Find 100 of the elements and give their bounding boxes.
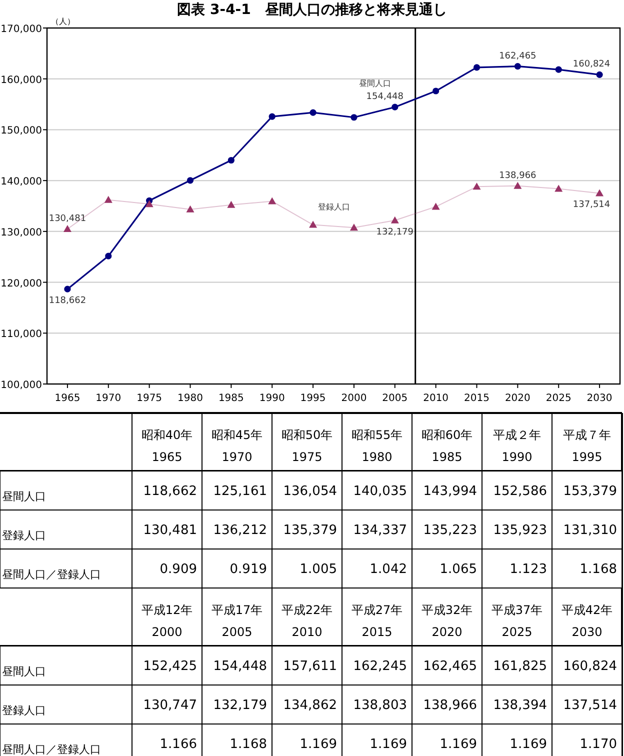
data-label: 140,035 (353, 484, 407, 499)
x-tick-label: 1985 (218, 393, 244, 404)
y-tick-label: 170,000 (0, 24, 42, 35)
data-label: 138,966 (499, 170, 537, 181)
data-label: 0.909 (160, 562, 197, 577)
point (350, 114, 358, 121)
data-label: 1.065 (440, 562, 477, 577)
data-label: 137,514 (572, 200, 610, 210)
data-label: 136,054 (283, 484, 337, 499)
x-tick-label: 2020 (504, 393, 530, 404)
data-label: 130,747 (143, 698, 197, 713)
data-label: 134,862 (283, 698, 337, 713)
x-tick-label: 1970 (96, 393, 122, 404)
data-label: 136,212 (213, 523, 267, 538)
point (105, 252, 112, 260)
data-label: 135,923 (493, 523, 547, 538)
data-label: 143,994 (423, 484, 477, 499)
x-tick-label: 昭和45年 1970 (211, 428, 263, 464)
data-label: 162,465 (423, 659, 477, 674)
x-tick-label: 昭和60年 1985 (421, 428, 473, 464)
x-tick-label: 1965 (54, 393, 80, 404)
point (596, 189, 604, 196)
data-label: 1.169 (370, 737, 407, 752)
data-label: 1.168 (580, 562, 617, 577)
point (472, 182, 481, 190)
x-tick-label: 1990 (259, 393, 285, 404)
x-tick-label: 平成７年 1995 (563, 428, 611, 464)
x-tick-label: 平成32年 2020 (421, 603, 473, 639)
data-label: 162,245 (353, 659, 407, 674)
data-label: 134,337 (353, 523, 407, 538)
y-tick-label: 160,000 (0, 74, 42, 86)
point (514, 182, 522, 189)
point (309, 220, 318, 228)
data-label: 130,481 (48, 214, 86, 224)
point (554, 184, 563, 192)
x-tick-label: 平成42年 2030 (561, 603, 613, 639)
data-label: 1.169 (300, 737, 337, 752)
data-label: 125,161 (213, 484, 267, 499)
x-tick-label: 2005 (382, 393, 408, 404)
text: 昼間人口 (358, 79, 391, 88)
data-label: 1.166 (160, 737, 197, 752)
y-tick-label: 120,000 (0, 278, 42, 290)
data-label: 137,514 (563, 698, 617, 713)
x-tick-label: 平成12年 2000 (141, 603, 193, 639)
data-label: 130,481 (143, 523, 197, 538)
point (392, 104, 398, 110)
x-tick-label: 2025 (546, 393, 572, 404)
point (473, 64, 480, 71)
x-tick-label: 2015 (464, 393, 490, 404)
point (390, 216, 399, 224)
data-label: 1.169 (440, 737, 477, 752)
y-tick-label: 昼間人口 (2, 665, 46, 678)
x-tick-label: 1975 (136, 393, 162, 404)
x-tick-label: 昭和55年 1980 (351, 428, 403, 464)
y-tick-label: 昼間人口 (2, 490, 46, 503)
x-tick-label: 平成27年 2015 (351, 603, 403, 639)
point (227, 200, 236, 208)
point (596, 71, 603, 78)
point (555, 66, 562, 73)
point (514, 63, 521, 70)
x-tick-label: 2030 (586, 393, 612, 404)
x-tick-label: 平成22年 2010 (281, 603, 333, 639)
data-label: 118,662 (143, 484, 197, 499)
x-tick-label: 2010 (423, 393, 449, 404)
data-label: 153,379 (563, 484, 617, 499)
data-label: 1.168 (230, 737, 267, 752)
point (64, 286, 71, 292)
series-label: 登録人口 (318, 202, 350, 212)
data-label: 1.123 (510, 562, 547, 577)
y-tick-label: 100,000 (0, 380, 42, 391)
y-tick-label: 昼間人口／登録人口 (2, 743, 101, 756)
data-label: 118,662 (48, 296, 86, 306)
data-label: 161,825 (493, 659, 547, 674)
y-tick-label: 110,000 (0, 329, 42, 340)
y-tick-label: 登録人口 (2, 529, 46, 542)
y-tick-label: 140,000 (0, 176, 42, 188)
data-label: 154,448 (366, 92, 404, 102)
x-tick-label: 2000 (341, 393, 367, 404)
point (145, 200, 154, 208)
data-label: 152,586 (493, 484, 547, 499)
data-label: 1.042 (370, 562, 407, 577)
data-label: 135,379 (283, 523, 337, 538)
data-label: 135,223 (423, 523, 477, 538)
data-label: 132,179 (213, 698, 267, 713)
x-tick-label: 平成17年 2005 (211, 603, 263, 639)
point (228, 156, 234, 164)
data-label: 138,803 (353, 698, 407, 713)
x-tick-label: 1980 (178, 393, 203, 404)
point (186, 205, 194, 212)
y-tick-label: 130,000 (0, 227, 42, 238)
x-tick-label: 昭和40年 1965 (141, 428, 193, 464)
data-label: 0.919 (230, 562, 267, 577)
chart-title: 図表 3-4-1 昼間人口の推移と将来見通し (177, 1, 447, 18)
data-label: 154,448 (213, 659, 267, 674)
data-label: 1.170 (580, 737, 617, 752)
x-tick-label: 1995 (300, 393, 326, 404)
x-tick-label: 平成２年 1990 (493, 428, 541, 464)
point (268, 197, 276, 204)
point (63, 224, 72, 232)
y-tick-label: 150,000 (0, 126, 42, 137)
